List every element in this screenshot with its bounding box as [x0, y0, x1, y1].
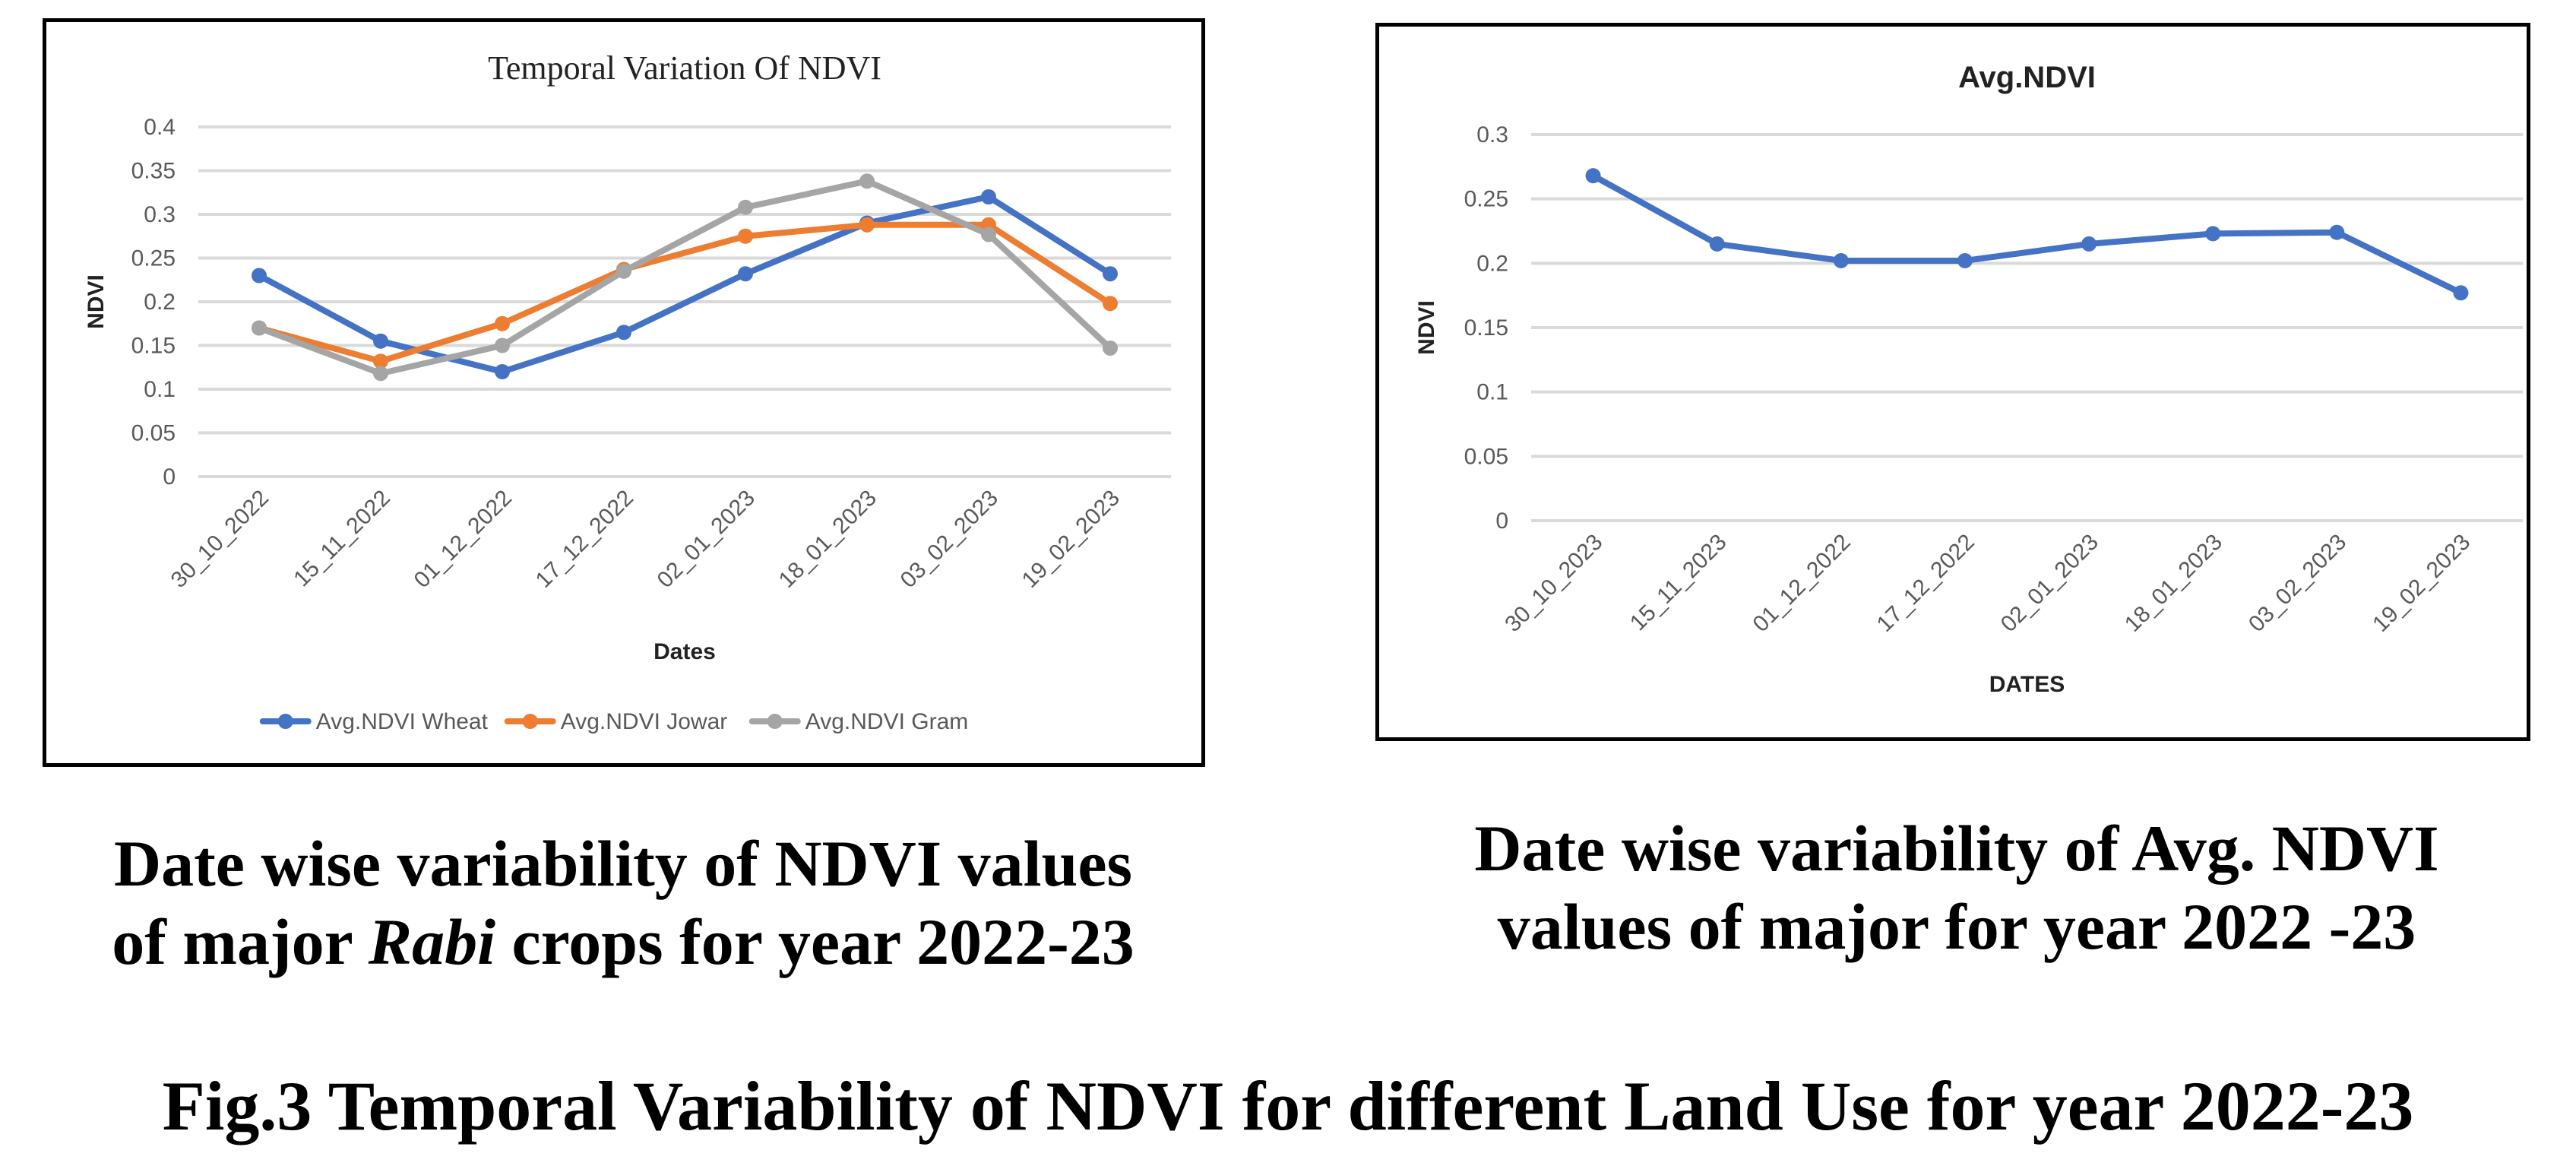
data-point-avg-ndvi-gram	[495, 337, 510, 353]
x-tick-label: 30_10_2023	[1500, 530, 1607, 637]
data-point-avg-ndvi-wheat	[373, 333, 388, 349]
left-caption-line-2: of major Rabi crops for year 2022-23	[0, 903, 1246, 981]
right-caption-line-2: values of major for year 2022 -23	[1497, 890, 2416, 964]
data-point-avg-ndvi-gram	[1103, 340, 1118, 356]
x-tick-label: 17_12_2022	[531, 486, 638, 593]
legend-marker-avg-ndvi-gram	[767, 714, 783, 729]
y-tick-label: 0.1	[144, 377, 176, 402]
data-point-avg-ndvi-wheat	[981, 189, 996, 204]
data-point-avg-ndvi-gram	[859, 173, 875, 189]
x-tick-label: 19_02_2023	[2368, 530, 2475, 637]
data-point-avg-ndvi-gram	[981, 227, 996, 242]
data-point-avg-ndvi-wheat	[1103, 266, 1118, 282]
y-tick-label: 0.15	[131, 334, 176, 359]
chart-panel-left: Temporal Variation Of NDVI 0 0.05 0.1 0.15 0.…	[43, 18, 1205, 767]
y-tick-label: 0	[1495, 509, 1508, 534]
x-axis-title: DATES	[1989, 672, 2065, 697]
left-caption-italic: Rabi	[368, 905, 496, 979]
data-point-avg-ndvi-gram	[373, 366, 388, 382]
data-point-avg-ndvi	[1585, 168, 1601, 184]
chart-title: Temporal Variation Of NDVI	[488, 49, 881, 87]
data-point-avg-ndvi	[2081, 236, 2097, 252]
right-chart-caption: Date wise variability of Avg. NDVI value…	[1368, 810, 2546, 966]
left-caption-pre: of major	[112, 905, 369, 979]
legend-marker-avg-ndvi-jowar	[522, 714, 538, 729]
left-caption-post: crops for year 2022-23	[495, 905, 1135, 979]
y-tick-label: 0.3	[144, 202, 176, 227]
data-point-avg-ndvi	[1709, 236, 1725, 252]
avg-ndvi-line-chart: Avg.NDVI 0 0.05 0.1 0.15 0.2 0.25 0.3 30_10_2023…	[1414, 61, 2523, 697]
legend-label-avg-ndvi-gram: Avg.NDVI Gram	[805, 709, 969, 734]
data-point-avg-ndvi-wheat	[495, 364, 510, 379]
y-tick-label: 0.05	[131, 421, 176, 446]
x-tick-label: 01_12_2022	[410, 486, 517, 593]
y-axis-title: NDVI	[1414, 300, 1439, 355]
data-point-avg-ndvi	[2453, 285, 2469, 301]
y-tick-label: 0.05	[1464, 444, 1508, 469]
left-caption-line-1: Date wise variability of NDVI values	[113, 827, 1133, 900]
data-point-avg-ndvi-jowar	[859, 217, 875, 233]
x-tick-label: 17_12_2022	[1872, 530, 1979, 637]
data-point-avg-ndvi-jowar	[738, 228, 753, 244]
data-point-avg-ndvi-jowar	[373, 353, 388, 369]
y-tick-label: 0	[163, 464, 176, 490]
data-point-avg-ndvi	[2329, 224, 2345, 240]
x-tick-label: 03_02_2023	[896, 486, 1003, 593]
data-point-avg-ndvi	[1833, 252, 1849, 268]
chart-panel-right: Avg.NDVI 0 0.05 0.1 0.15 0.2 0.25 0.3 30_10_2023…	[1375, 23, 2530, 741]
series-line-avg-ndvi-wheat	[256, 194, 1113, 375]
data-point-avg-ndvi-wheat	[738, 266, 753, 282]
figure-caption: Fig.3 Temporal Variability of NDVI for d…	[162, 1067, 2414, 1145]
y-tick-label: 0.35	[131, 159, 176, 184]
x-tick-label: 18_01_2023	[774, 486, 881, 593]
right-caption-line-1: Date wise variability of Avg. NDVI	[1474, 812, 2439, 885]
y-tick-label: 0.3	[1476, 122, 1508, 147]
chart-title: Avg.NDVI	[1958, 61, 2096, 94]
data-point-avg-ndvi	[2205, 226, 2221, 242]
y-tick-label: 0.2	[1476, 251, 1508, 276]
series-line-avg-ndvi	[1590, 173, 2464, 296]
data-point-avg-ndvi-gram	[738, 199, 753, 215]
data-point-avg-ndvi-wheat	[252, 268, 267, 284]
y-axis-title: NDVI	[84, 274, 109, 329]
data-point-avg-ndvi-jowar	[495, 315, 510, 331]
y-tick-label: 0.25	[1464, 187, 1508, 212]
x-tick-label: 03_02_2023	[2244, 530, 2351, 637]
series-line-avg-ndvi-gram	[256, 178, 1113, 377]
x-tick-label: 19_02_2023	[1017, 486, 1125, 593]
y-tick-label: 0.4	[144, 115, 176, 140]
y-tick-label: 0.25	[131, 246, 176, 271]
legend-label-avg-ndvi-jowar: Avg.NDVI Jowar	[561, 709, 728, 734]
data-point-avg-ndvi-gram	[616, 263, 631, 279]
y-tick-label: 0.15	[1464, 315, 1508, 341]
x-tick-label: 15_11_2022	[289, 486, 395, 592]
y-tick-label: 0.1	[1476, 380, 1508, 405]
x-tick-label: 18_01_2023	[2120, 530, 2227, 637]
ndvi-crops-line-chart: Temporal Variation Of NDVI 0 0.05 0.1 0.15 0.…	[84, 49, 1171, 734]
left-chart-caption: Date wise variability of NDVI values of …	[0, 825, 1246, 981]
x-tick-label: 01_12_2022	[1748, 530, 1855, 637]
x-tick-label: 15_11_2023	[1625, 530, 1732, 636]
data-point-avg-ndvi-gram	[252, 320, 267, 336]
x-tick-label: 02_01_2023	[653, 486, 760, 593]
data-point-avg-ndvi-jowar	[1103, 296, 1118, 312]
data-point-avg-ndvi	[1957, 252, 1973, 268]
x-axis-title: Dates	[653, 639, 716, 664]
x-tick-label: 30_10_2022	[166, 486, 274, 593]
x-tick-label: 02_01_2023	[1996, 530, 2103, 637]
data-point-avg-ndvi-wheat	[616, 325, 631, 341]
legend-label-avg-ndvi-wheat: Avg.NDVI Wheat	[316, 709, 489, 734]
y-tick-label: 0.2	[144, 290, 176, 315]
legend-marker-avg-ndvi-wheat	[277, 714, 293, 729]
